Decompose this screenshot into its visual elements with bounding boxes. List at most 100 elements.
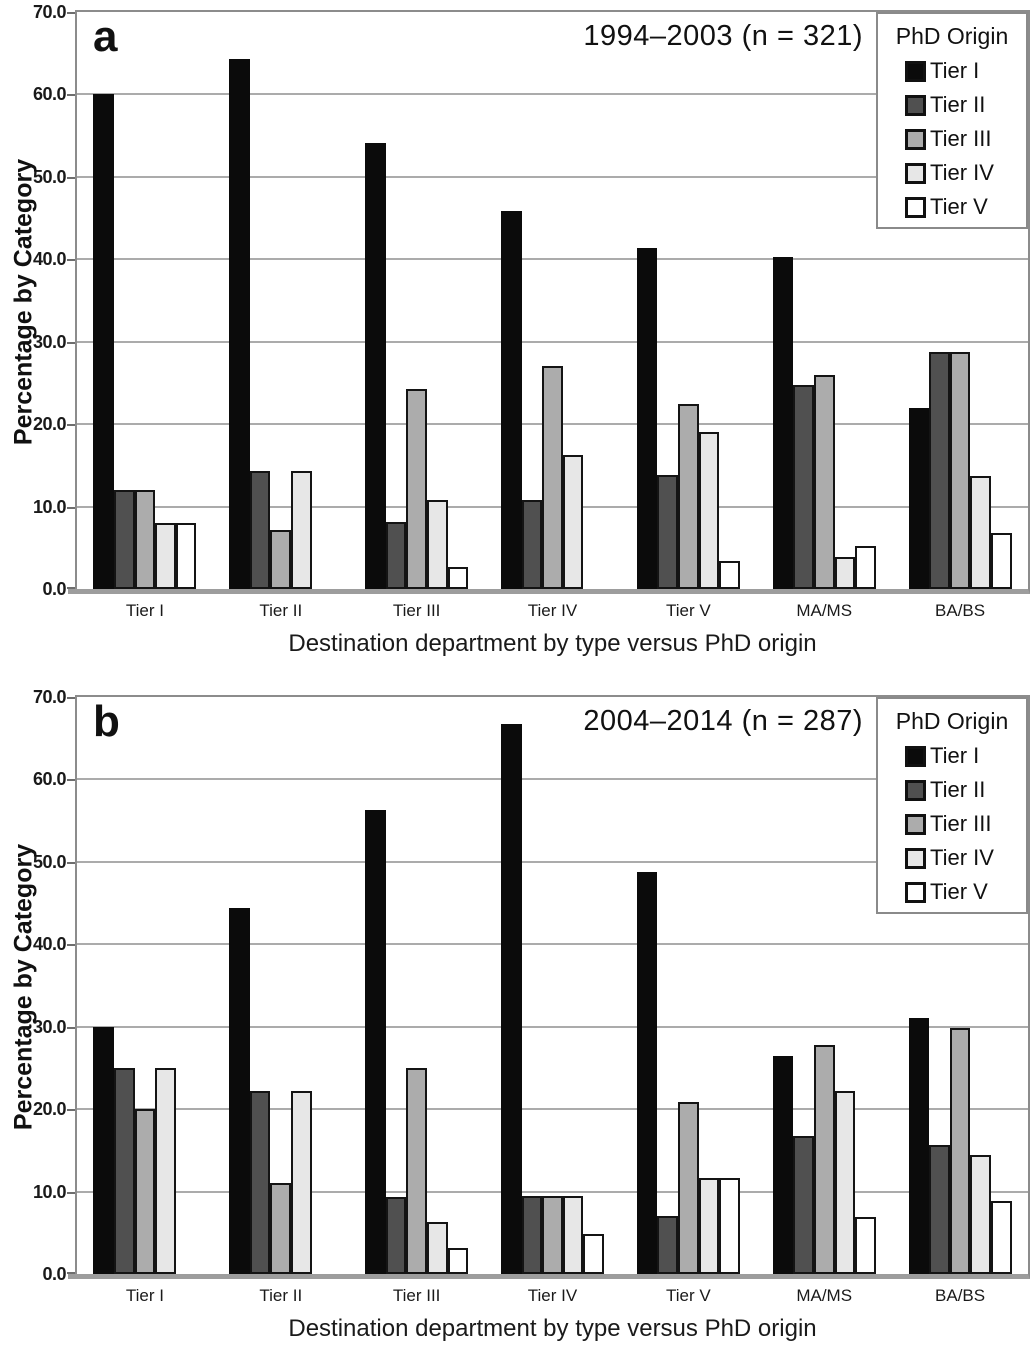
gridline	[77, 258, 1028, 261]
legend-swatch-tier-iv	[905, 162, 926, 184]
x-axis-title: Destination department by type versus Ph…	[288, 1315, 817, 1342]
bar	[834, 556, 856, 589]
bar	[719, 560, 740, 589]
legend-swatch-tier-ii	[905, 94, 926, 116]
bar	[657, 475, 679, 589]
legend-label: Tier II	[930, 92, 986, 117]
bar	[249, 1091, 271, 1274]
legend-label: Tier III	[930, 126, 992, 151]
y-axis-title: Percentage by Category	[9, 158, 38, 446]
y-tick-label: 0.0	[42, 579, 66, 599]
bar	[501, 724, 522, 1274]
y-tick-label: 20.0	[32, 1099, 67, 1120]
y-tick-mark	[67, 1272, 75, 1274]
bar	[447, 1248, 469, 1274]
legend-label: Tier III	[930, 811, 992, 836]
bar	[114, 1067, 135, 1274]
y-tick-mark	[67, 341, 75, 344]
bar	[134, 490, 156, 589]
bar	[636, 247, 658, 589]
gridline	[77, 1108, 1028, 1111]
legend-row: Tier III	[878, 807, 1026, 841]
bar	[678, 1101, 699, 1274]
legend-label: Tier II	[930, 777, 986, 802]
y-tick-mark	[67, 944, 75, 947]
y-tick-mark	[67, 506, 75, 509]
y-tick-label: 30.0	[32, 331, 67, 352]
x-category-label: Tier V	[665, 601, 711, 620]
x-category-label: Tier I	[125, 601, 164, 620]
gridline	[77, 1025, 1028, 1028]
y-tick-mark	[67, 697, 75, 699]
bar	[155, 523, 176, 589]
y-tick-mark	[67, 587, 75, 589]
bar	[542, 1195, 563, 1274]
legend-label: Tier I	[930, 743, 980, 768]
y-tick-label: 20.0	[32, 414, 67, 435]
gridline	[77, 778, 1028, 781]
y-tick-label: 10.0	[32, 496, 67, 517]
bar	[426, 499, 448, 589]
legend-row: Tier II	[878, 773, 1026, 807]
bar	[657, 1216, 679, 1274]
gridline	[77, 340, 1028, 343]
y-tick-mark	[67, 779, 75, 782]
bar	[772, 256, 794, 589]
bar	[291, 471, 312, 589]
bar	[908, 1017, 930, 1274]
legend-row: Tier IV	[878, 156, 1026, 190]
chart-title: 2004–2014 (n = 287)	[583, 705, 863, 737]
legend: PhD Origin Tier I Tier II Tier III Tier IV T…	[876, 12, 1028, 229]
legend-swatch-tier-iii	[905, 128, 926, 150]
bar	[385, 522, 407, 589]
legend-row: Tier IV	[878, 841, 1026, 875]
legend-swatch-tier-v	[905, 196, 926, 218]
bar	[929, 1145, 950, 1274]
bar	[542, 366, 563, 589]
bar	[698, 1178, 720, 1274]
panel-b: Percentage by Category b 2004–2014 (n = …	[0, 685, 1033, 1355]
y-tick-label: 70.0	[32, 2, 67, 22]
legend-label: Tier IV	[930, 160, 994, 185]
x-axis-title: Destination department by type versus Ph…	[288, 630, 817, 657]
y-tick-mark	[67, 1191, 75, 1194]
bar	[175, 523, 197, 589]
chart-title: 1994–2003 (n = 321)	[583, 20, 863, 52]
legend-row: Tier I	[878, 54, 1026, 88]
x-category-label: Tier I	[125, 1286, 164, 1305]
bar	[813, 1044, 835, 1274]
legend-swatch-tier-ii	[905, 779, 926, 801]
y-tick-label: 30.0	[32, 1016, 67, 1037]
x-category-label: Tier IV	[527, 1286, 578, 1305]
bar	[270, 530, 292, 589]
x-category-label: Tier III	[392, 1286, 441, 1305]
bar	[562, 455, 584, 589]
y-tick-mark	[67, 861, 75, 864]
panel-letter: a	[93, 12, 118, 61]
y-axis-title: Percentage by Category	[9, 843, 38, 1131]
bar	[270, 1182, 292, 1274]
y-tick-label: 60.0	[32, 84, 67, 105]
bar	[990, 1200, 1012, 1274]
legend-label: Tier V	[930, 194, 988, 219]
y-tick-mark	[67, 94, 75, 97]
y-tick-label: 50.0	[32, 851, 67, 872]
bar	[134, 1109, 156, 1274]
y-tick-mark	[67, 12, 75, 14]
y-tick-label: 40.0	[32, 249, 67, 270]
x-category-label: BA/BS	[935, 1286, 986, 1305]
gridline	[77, 943, 1028, 946]
y-tick-mark	[67, 1026, 75, 1029]
x-category-label: Tier II	[259, 1286, 303, 1305]
legend-items: Tier I Tier II Tier III Tier IV Tier V	[878, 54, 1026, 224]
bar	[855, 1217, 876, 1274]
bar	[365, 809, 386, 1274]
bar	[834, 1091, 856, 1274]
x-category-label: Tier V	[665, 1286, 711, 1305]
bar	[229, 58, 250, 589]
y-tick-label: 70.0	[32, 687, 67, 707]
bar	[562, 1195, 584, 1274]
x-axis-line	[68, 589, 77, 594]
